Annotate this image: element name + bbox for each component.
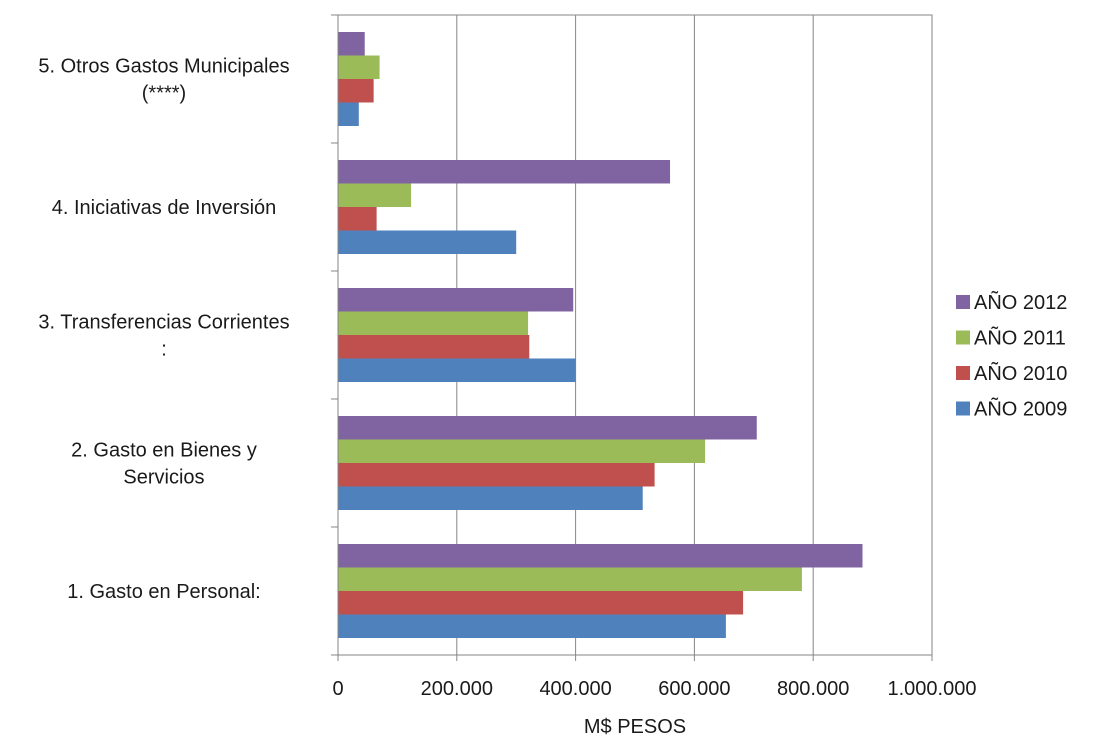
bar-a-o-2012-cat3 [338,288,574,312]
bar-a-o-2010-cat4 [338,207,377,231]
legend-swatch [956,330,970,345]
category-label: Servicios [123,467,204,489]
category-label: : [161,339,167,361]
bar-a-o-2011-cat3 [338,311,529,335]
category-label: (****) [142,83,186,105]
x-tick-label: 0 [332,678,343,700]
bar-a-o-2012-cat1 [338,544,863,568]
x-tick-label: 200.000 [421,678,493,700]
bar-a-o-2010-cat2 [338,463,655,487]
bar-a-o-2012-cat4 [338,160,671,184]
bar-a-o-2009-cat1 [338,614,726,638]
bar-a-o-2009-cat4 [338,230,517,254]
bar-a-o-2009-cat3 [338,358,576,382]
x-tick-label: 400.000 [539,678,611,700]
bar-a-o-2011-cat2 [338,439,706,463]
x-tick-label: 800.000 [777,678,849,700]
legend-label: AÑO 2011 [974,326,1066,350]
legend-label: AÑO 2009 [974,397,1067,421]
x-tick-label: 1.000.000 [888,678,977,700]
bar-a-o-2012-cat2 [338,416,757,440]
legend-label: AÑO 2010 [974,361,1067,385]
bar-a-o-2010-cat3 [338,335,530,359]
category-label: 1. Gasto en Personal: [67,581,260,603]
bar-a-o-2011-cat5 [338,55,380,79]
category-label: 5. Otros Gastos Municipales [38,56,289,78]
legend-swatch [956,295,970,309]
legend-label: AÑO 2012 [974,290,1067,314]
legend-swatch [956,401,970,416]
bar-a-o-2010-cat1 [338,591,744,615]
bar-a-o-2011-cat1 [338,567,802,591]
bar-a-o-2009-cat2 [338,486,643,510]
category-label: 4. Iniciativas de Inversión [52,197,277,219]
bar-a-o-2009-cat5 [338,102,359,126]
category-label: 3. Transferencias Corrientes [38,312,289,334]
bar-a-o-2010-cat5 [338,79,374,103]
x-axis-label: M$ PESOS [584,716,686,738]
bar-a-o-2011-cat4 [338,183,412,207]
bar-a-o-2012-cat5 [338,32,365,56]
category-label: 2. Gasto en Bienes y [71,440,257,462]
legend-swatch [956,366,970,380]
x-tick-label: 600.000 [658,678,730,700]
